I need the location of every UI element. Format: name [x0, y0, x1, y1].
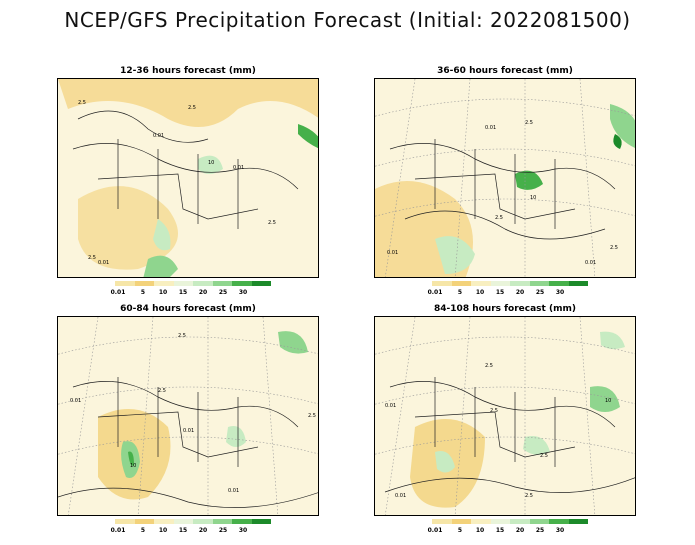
contour-label: 0.01: [485, 125, 496, 131]
contour-label: 0.01: [98, 260, 109, 266]
legend-label: 30: [555, 289, 565, 296]
contour-label: 2.5: [178, 333, 186, 339]
legend-label: 5: [140, 289, 146, 296]
legend-label: 10: [475, 289, 485, 296]
color-legend: 0.01 5 10 15 20 25 30: [426, 519, 596, 543]
contour-label: 2.5: [308, 413, 316, 419]
contour-label: 0.01: [585, 260, 596, 266]
legend-bar: [115, 281, 271, 286]
forecast-panel-60-84: 60-84 hours forecast (mm) 2.5 0.01 2.5 1…: [57, 304, 319, 544]
legend-label: 15: [495, 289, 505, 296]
legend-label: 15: [178, 289, 188, 296]
contour-label: 0.01: [387, 250, 398, 256]
legend-label: 15: [178, 527, 188, 534]
forecast-panel-12-36: 12-36 hours forecast (mm) 2.5 0.01 2.5: [57, 66, 319, 306]
contour-label: 10: [208, 160, 214, 166]
legend-label: 25: [218, 289, 228, 296]
contour-label: 0.01: [153, 133, 164, 139]
contour-label: 2.5: [540, 453, 548, 459]
legend-label: 20: [515, 527, 525, 534]
legend-label: 25: [218, 527, 228, 534]
panel-title: 60-84 hours forecast (mm): [120, 304, 256, 314]
contour-label: 0.01: [228, 488, 239, 494]
legend-label: 30: [238, 527, 248, 534]
contour-label: 2.5: [495, 215, 503, 221]
color-legend: 0.01 5 10 15 20 25 30: [426, 281, 596, 305]
legend-label: 25: [535, 289, 545, 296]
contour-label: 2.5: [78, 100, 86, 106]
precip-map: 2.5 0.01 2.5 10 2.5 0.01 2.5: [374, 316, 636, 516]
contour-label: 2.5: [188, 105, 196, 111]
legend-label: 0.01: [110, 289, 126, 296]
legend-label: 5: [457, 527, 463, 534]
legend-label: 20: [198, 527, 208, 534]
contour-label: 0.01: [233, 165, 244, 171]
legend-label: 20: [198, 289, 208, 296]
legend-label: 10: [158, 527, 168, 534]
legend-label: 10: [475, 527, 485, 534]
contour-label: 2.5: [158, 388, 166, 394]
precip-map: 0.01 2.5 10 2.5 0.01 0.01 2.5: [374, 78, 636, 278]
contour-label: 10: [530, 195, 536, 201]
legend-label: 0.01: [110, 527, 126, 534]
contour-label: 2.5: [268, 220, 276, 226]
contour-label: 0.01: [395, 493, 406, 499]
panel-title: 84-108 hours forecast (mm): [434, 304, 576, 314]
precip-map: 2.5 0.01 2.5 0.01 10 2.5 0.01 2.5: [57, 78, 319, 278]
legend-label: 5: [140, 527, 146, 534]
legend-bar: [432, 281, 588, 286]
legend-label: 10: [158, 289, 168, 296]
contour-label: 2.5: [610, 245, 618, 251]
forecast-panel-36-60: 36-60 hours forecast (mm) 0.01 2.5 10 2.…: [374, 66, 636, 306]
contour-label: 2.5: [525, 120, 533, 126]
forecast-panel-84-108: 84-108 hours forecast (mm) 2.5 0.01 2.5 …: [374, 304, 636, 544]
legend-label: 0.01: [427, 289, 443, 296]
contour-label: 10: [130, 463, 136, 469]
precip-map: 2.5 0.01 2.5 10 0.01 2.5 0.01: [57, 316, 319, 516]
legend-label: 30: [238, 289, 248, 296]
legend-label: 25: [535, 527, 545, 534]
contour-label: 2.5: [88, 255, 96, 261]
contour-label: 2.5: [485, 363, 493, 369]
contour-label: 0.01: [385, 403, 396, 409]
contour-label: 10: [605, 398, 611, 404]
legend-bar: [432, 519, 588, 524]
legend-label: 20: [515, 289, 525, 296]
legend-label: 5: [457, 289, 463, 296]
contour-label: 2.5: [525, 493, 533, 499]
panel-title: 36-60 hours forecast (mm): [437, 66, 573, 76]
panel-title: 12-36 hours forecast (mm): [120, 66, 256, 76]
contour-label: 0.01: [70, 398, 81, 404]
color-legend: 0.01 5 10 15 20 25 30: [109, 281, 279, 305]
legend-label: 15: [495, 527, 505, 534]
color-legend: 0.01 5 10 15 20 25 30: [109, 519, 279, 543]
main-title: NCEP/GFS Precipitation Forecast (Initial…: [64, 8, 631, 32]
legend-label: 30: [555, 527, 565, 534]
contour-label: 2.5: [490, 408, 498, 414]
contour-label: 0.01: [183, 428, 194, 434]
legend-bar: [115, 519, 271, 524]
legend-label: 0.01: [427, 527, 443, 534]
